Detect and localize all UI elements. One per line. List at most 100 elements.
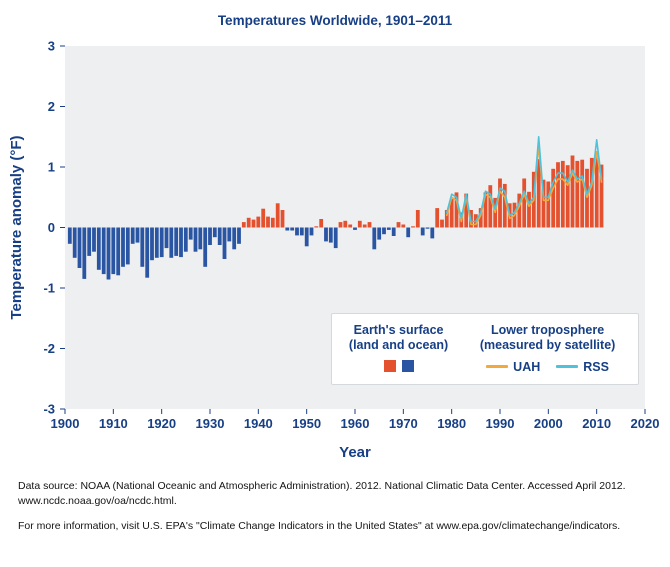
surface-bar: [67, 227, 72, 244]
surface-bar: [314, 226, 319, 228]
surface-bar: [188, 227, 193, 240]
surface-bar: [304, 227, 309, 247]
chart-legend: Earth's surface (land and ocean) Lower t…: [331, 313, 639, 385]
surface-bar: [575, 160, 580, 228]
uah-line: [445, 145, 603, 226]
surface-bar: [367, 222, 372, 228]
surface-bar: [270, 217, 275, 228]
surface-bar: [415, 210, 420, 228]
surface-bar: [401, 224, 406, 228]
surface-bar: [217, 227, 222, 245]
x-tick-label: 1930: [196, 416, 225, 431]
surface-bar: [275, 203, 280, 228]
surface-bar: [362, 224, 367, 228]
x-tick-label: 1970: [389, 416, 418, 431]
surface-bar: [285, 227, 290, 231]
surface-bar: [357, 220, 362, 228]
surface-bar: [82, 227, 87, 279]
surface-bar: [556, 162, 560, 228]
surface-bar: [125, 227, 130, 265]
y-tick-label: 2: [48, 99, 55, 114]
surface-bar: [290, 227, 295, 231]
surface-bar: [121, 227, 125, 267]
surface-bar: [396, 222, 401, 228]
surface-bar: [111, 227, 116, 275]
surface-bar: [498, 178, 502, 228]
surface-bar: [454, 192, 459, 228]
surface-bar: [324, 227, 328, 242]
surface-bar: [517, 193, 522, 228]
surface-bar: [527, 191, 531, 228]
y-tick-label: -3: [43, 402, 55, 417]
legend-surface-section: Earth's surface (land and ocean): [336, 323, 461, 374]
y-tick-label: -2: [43, 341, 55, 356]
x-tick-label: 2000: [534, 416, 563, 431]
x-tick-label: 1960: [341, 416, 370, 431]
surface-bar: [589, 157, 594, 228]
surface-bar: [377, 227, 382, 240]
surface-bar: [328, 227, 333, 243]
surface-bar: [266, 216, 270, 228]
surface-bar: [203, 227, 208, 267]
surface-bar: [430, 227, 435, 239]
chart-footnotes: Data source: NOAA (National Oceanic and …: [18, 479, 654, 534]
surface-bar: [551, 168, 556, 228]
y-axis-label: Temperature anomaly (°F): [8, 135, 25, 319]
surface-bar: [502, 183, 507, 228]
surface-bar: [299, 227, 304, 236]
rss-label: RSS: [583, 359, 609, 374]
x-tick-label: 1990: [486, 416, 515, 431]
surface-bar: [488, 185, 493, 228]
surface-bar: [309, 227, 314, 236]
surface-bar: [295, 227, 299, 236]
surface-bar: [145, 227, 150, 278]
legend-satellite-title-line2: (measured by satellite): [479, 337, 616, 352]
surface-bar: [232, 227, 237, 250]
legend-surface-title-line2: (land and ocean): [348, 337, 449, 352]
surface-bar: [227, 227, 232, 242]
surface-bar: [135, 227, 140, 243]
surface-negative-swatch: [401, 359, 414, 372]
surface-positive-swatch: [383, 359, 396, 372]
surface-bar: [130, 227, 135, 244]
surface-bar: [449, 199, 454, 228]
surface-bar: [208, 227, 212, 245]
temperature-chart: 3 2 1 0 -1 -2 -3 1900 1910 1920 1930 1940 1950 1960 19…: [0, 29, 670, 474]
surface-bar: [483, 192, 488, 228]
surface-bar: [391, 227, 396, 236]
surface-bar: [246, 217, 251, 228]
surface-bar: [237, 227, 241, 244]
surface-bar: [159, 227, 164, 258]
surface-bar: [280, 210, 285, 228]
surface-bar: [536, 159, 541, 228]
y-tick-label: 0: [48, 220, 55, 235]
surface-bar: [77, 227, 82, 268]
surface-bar: [251, 219, 256, 228]
surface-bar: [72, 227, 77, 258]
surface-bar: [319, 219, 324, 228]
surface-bar: [193, 227, 198, 252]
surface-bar: [464, 193, 469, 228]
surface-bar: [256, 216, 261, 228]
rss-line: [445, 136, 603, 223]
surface-bar: [382, 227, 386, 235]
surface-bar: [599, 164, 604, 228]
surface-bar: [241, 222, 246, 228]
surface-bar: [87, 227, 92, 256]
surface-bar: [594, 151, 599, 228]
chart-title: Temperatures Worldwide, 1901–2011: [217, 13, 453, 28]
surface-bar: [546, 181, 551, 228]
surface-bar: [174, 227, 179, 256]
surface-bar: [353, 227, 357, 230]
surface-bar: [565, 165, 570, 228]
x-tick-label: 1910: [99, 416, 128, 431]
x-tick-label: 1950: [292, 416, 321, 431]
surface-bar: [435, 208, 440, 228]
y-tick-label: -1: [43, 281, 55, 296]
data-source-note: Data source: NOAA (National Oceanic and …: [18, 480, 626, 507]
surface-bar: [522, 178, 527, 228]
surface-bar: [338, 222, 343, 228]
x-tick-label: 2020: [631, 416, 660, 431]
x-tick-label: 2010: [582, 416, 611, 431]
legend-satellite-title-line1: Lower troposphere: [490, 323, 605, 337]
